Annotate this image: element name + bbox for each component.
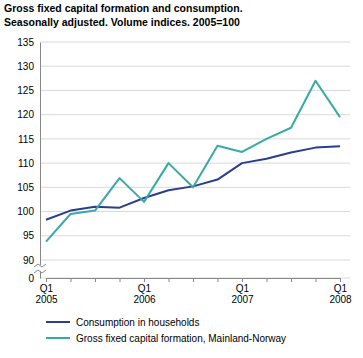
x-tick: Q12007 xyxy=(231,278,254,305)
x-tick-mark xyxy=(218,278,219,282)
y-tick-label: 90 xyxy=(23,255,35,266)
x-tick xyxy=(291,278,292,282)
y-tick-label: 125 xyxy=(17,85,34,96)
legend-label: Gross fixed capital formation, Mainland-… xyxy=(76,333,286,344)
x-tick-mark xyxy=(316,278,317,282)
grid-line xyxy=(40,235,350,236)
legend-swatch xyxy=(46,321,70,323)
chart: Gross fixed capital formation and consum… xyxy=(0,0,363,358)
x-tick-mark xyxy=(144,278,145,282)
y-tick: 105 xyxy=(17,182,40,193)
axis-break xyxy=(34,270,46,273)
x-tick-mark xyxy=(95,278,96,282)
grid-line xyxy=(40,66,350,67)
legend-label: Consumption in households xyxy=(76,317,199,328)
x-tick xyxy=(193,278,194,282)
subtitle: Seasonally adjusted. Volume indices. 200… xyxy=(4,16,240,28)
y-tick-label: 130 xyxy=(17,61,34,72)
x-tick xyxy=(95,278,96,282)
y-tick: 125 xyxy=(17,85,40,96)
grid-line xyxy=(40,163,350,164)
x-tick xyxy=(267,278,268,282)
series-lines xyxy=(46,81,340,242)
x-tick-mark xyxy=(169,278,170,282)
y-tick-label: 105 xyxy=(17,182,34,193)
x-axis-line xyxy=(47,279,341,283)
x-tick-label: Q12006 xyxy=(133,283,156,305)
x-tick: Q12006 xyxy=(133,278,156,305)
x-tick-label: Q12007 xyxy=(231,283,254,305)
x-tick xyxy=(169,278,170,282)
grid-line xyxy=(40,260,350,261)
y-tick: 135 xyxy=(17,37,40,48)
y-tick: 130 xyxy=(17,61,40,72)
y-tick-label: 135 xyxy=(17,37,34,48)
x-tick-mark xyxy=(46,278,47,282)
axis-break-gap xyxy=(35,265,45,271)
y-tick: 115 xyxy=(18,134,40,145)
axis-break xyxy=(34,264,46,267)
y-tick: 95 xyxy=(23,230,40,241)
x-tick xyxy=(71,278,72,282)
y-tick: 110 xyxy=(18,158,40,169)
y-axis-line xyxy=(40,43,41,279)
x-tick-label: Q12008 xyxy=(329,283,352,305)
x-tick-mark xyxy=(340,278,341,282)
series-line xyxy=(46,146,340,220)
title: Gross fixed capital formation and consum… xyxy=(4,2,243,14)
y-tick-label: 100 xyxy=(17,206,34,217)
grid-line xyxy=(40,114,350,115)
grid-line xyxy=(40,42,350,43)
x-tick-mark xyxy=(291,278,292,282)
y-tick: 0 xyxy=(28,273,40,284)
x-tick xyxy=(218,278,219,282)
y-tick-label: 120 xyxy=(17,109,34,120)
y-tick-label: 110 xyxy=(18,158,34,169)
y-tick-label: 95 xyxy=(23,230,35,241)
legend-swatch xyxy=(46,337,70,339)
grid-line xyxy=(40,187,350,188)
x-tick-mark xyxy=(71,278,72,282)
x-tick-mark xyxy=(120,278,121,282)
x-tick xyxy=(316,278,317,282)
grid xyxy=(40,42,350,278)
x-tick-mark xyxy=(193,278,194,282)
x-tick-label: Q12005 xyxy=(35,283,58,305)
y-tick: 100 xyxy=(17,206,40,217)
x-tick-mark xyxy=(267,278,268,282)
series-line xyxy=(46,81,340,242)
x-axis: Q12005 Q12006 Q12007 Q12008 xyxy=(35,278,352,305)
legend: Consumption in households Gross fixed cap… xyxy=(46,317,286,344)
y-tick: 120 xyxy=(17,109,40,120)
x-tick: Q12005 xyxy=(35,278,58,305)
grid-line xyxy=(40,138,350,139)
y-tick-label: 0 xyxy=(28,273,34,284)
grid-line xyxy=(40,90,350,91)
x-tick-mark xyxy=(242,278,243,282)
y-axis: 0 90 95 100 105 110 115 120 125 130 135 xyxy=(17,37,40,284)
y-tick-label: 115 xyxy=(18,134,34,145)
x-tick xyxy=(120,278,121,282)
x-tick: Q12008 xyxy=(329,278,352,305)
